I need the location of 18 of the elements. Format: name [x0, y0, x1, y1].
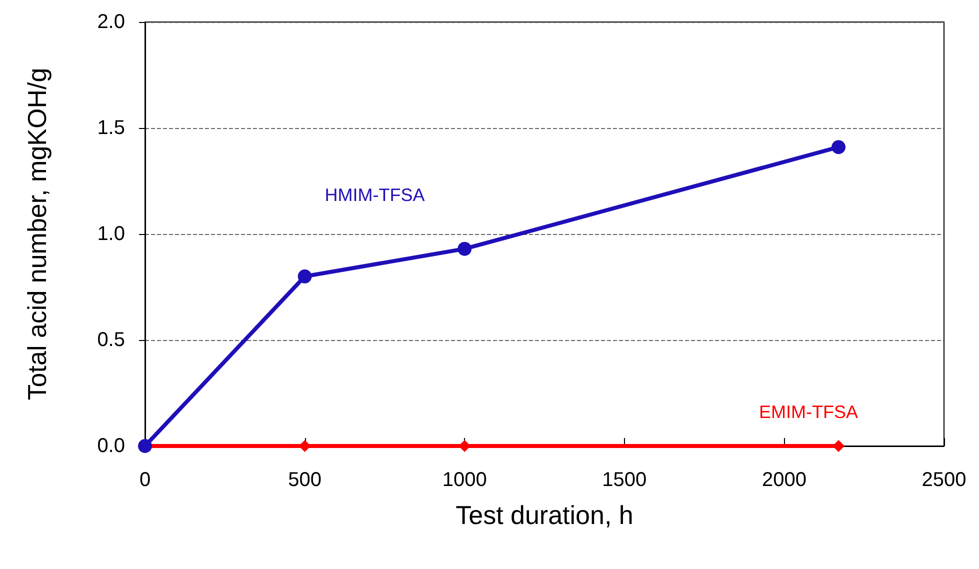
y-tick-label: 2.0 [97, 11, 125, 33]
y-tick-label: 0.0 [97, 435, 125, 457]
x-tick-label: 500 [288, 469, 322, 491]
text: HMIM-TFSA [324, 184, 425, 205]
x-tick-label: 0 [139, 469, 151, 491]
x-axis-title: Test duration, h [456, 500, 634, 530]
point [832, 140, 846, 154]
x-tick-label: 1000 [442, 469, 487, 491]
x-tick-label: 2000 [762, 469, 806, 491]
y-axis-title: Total acid number, mgKOH/g [22, 68, 52, 400]
point [458, 242, 472, 256]
point [298, 269, 312, 284]
x-tick-label: 2500 [922, 469, 966, 491]
y-tick-label: 0.5 [97, 329, 125, 351]
series-label: EMIM-TFSA [759, 402, 858, 422]
y-tick-label: 1.0 [97, 223, 125, 245]
y-tick-label: 1.5 [97, 117, 125, 139]
x-tick-label: 1500 [602, 469, 647, 491]
